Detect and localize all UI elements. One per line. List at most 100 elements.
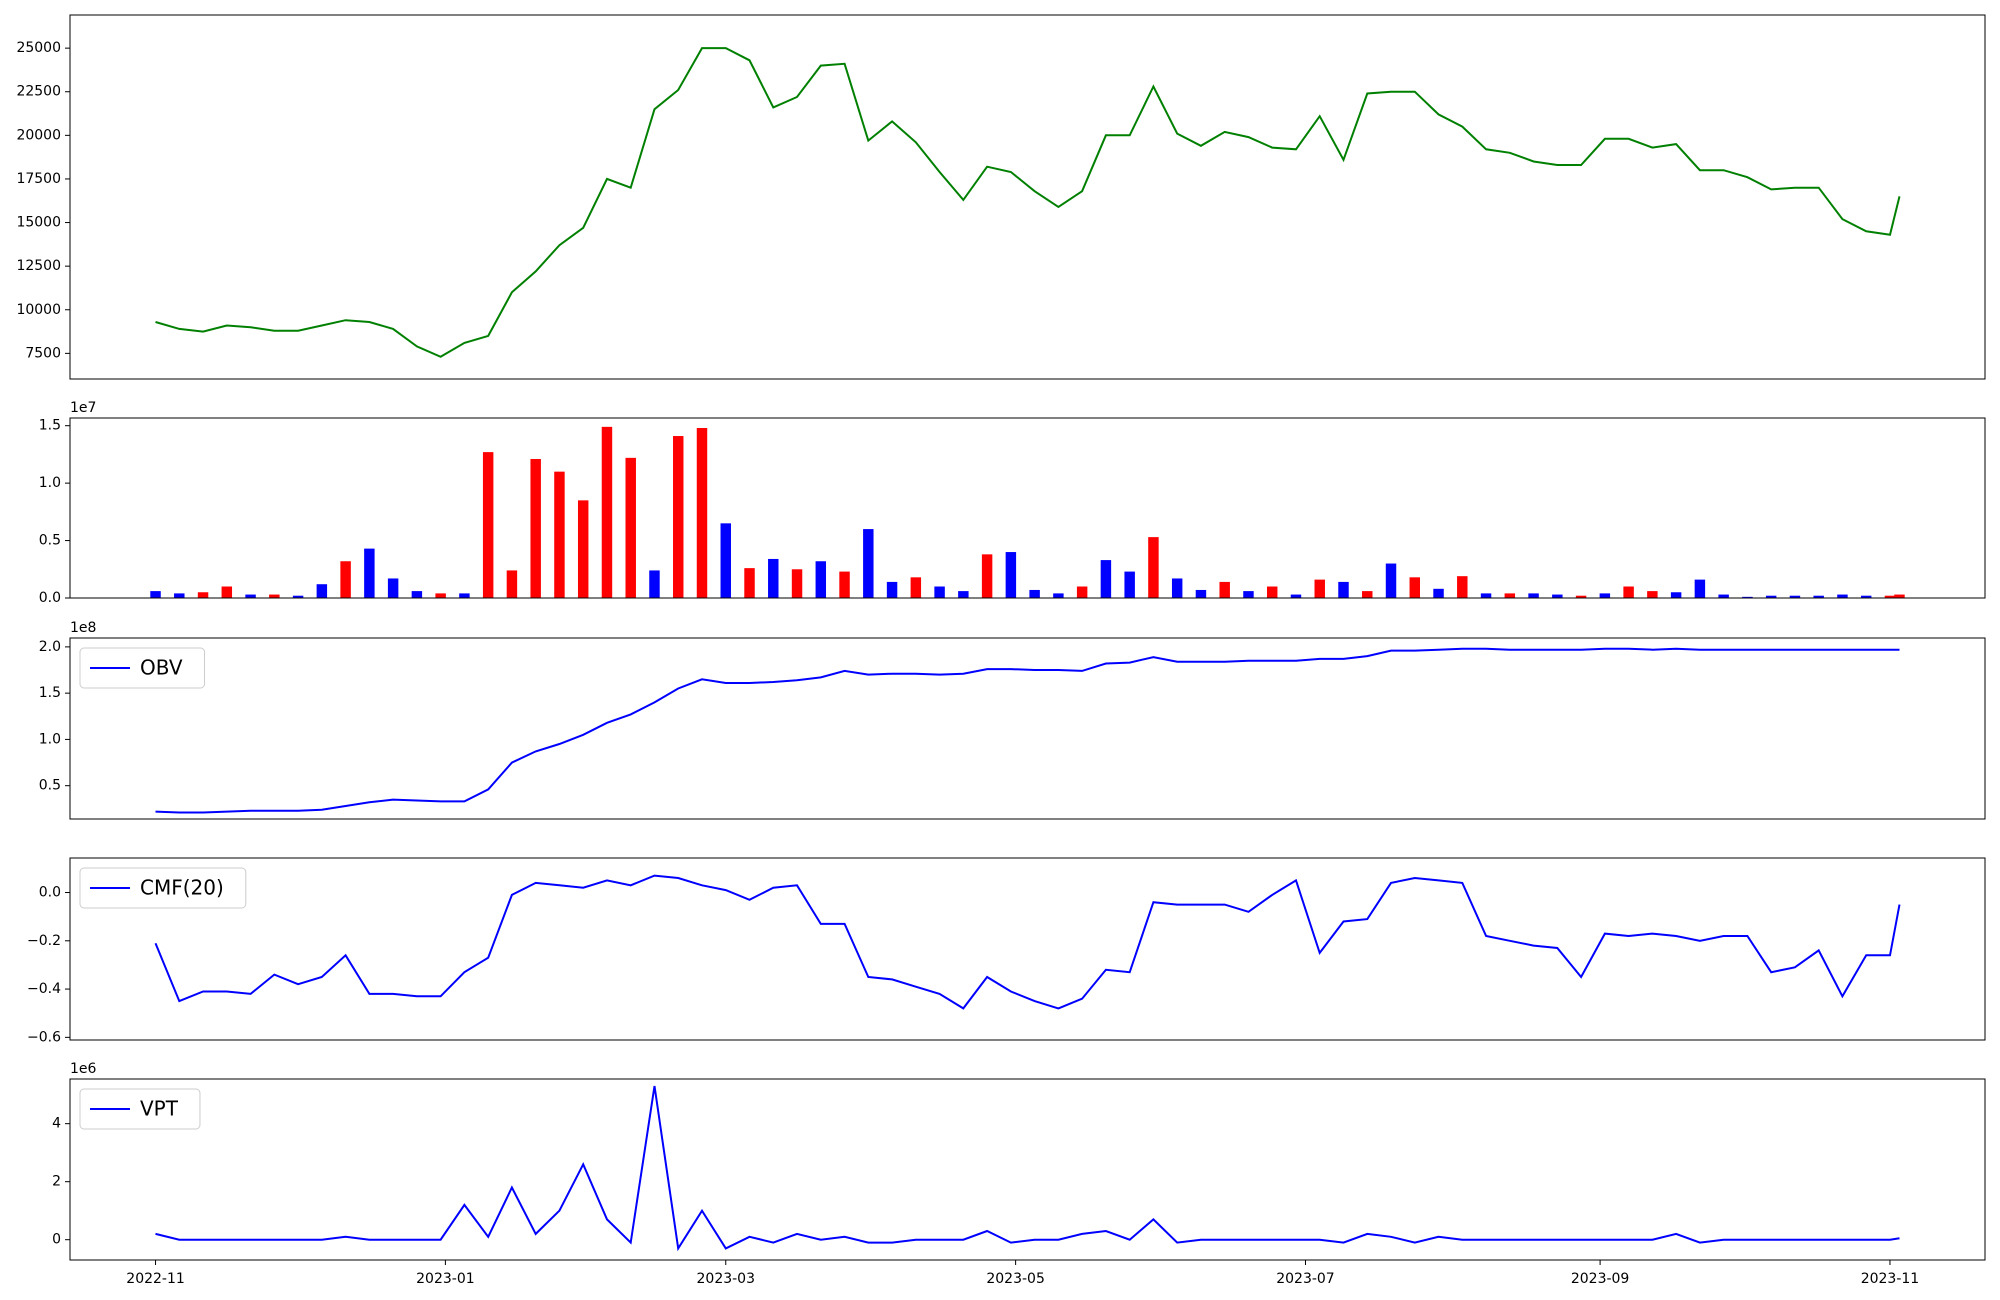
- bar: [1860, 595, 1872, 598]
- panel: 7500 10000 12500 15000 17500 20000 22500 25000: [16, 14, 1986, 380]
- bar: [435, 593, 446, 598]
- bar: [269, 594, 280, 598]
- y-tick-label: 12500: [16, 258, 61, 274]
- panel: 0.5 1.0 1.5 2.0 1e8 OBV: [39, 620, 1986, 820]
- y-tick-label: −0.2: [27, 933, 61, 949]
- legend-box: [79, 647, 206, 689]
- bar: [292, 595, 304, 598]
- legend: OBV: [79, 647, 206, 689]
- bar: [1718, 594, 1729, 598]
- y-tick-label: 17500: [16, 171, 61, 187]
- bar: [1670, 592, 1682, 598]
- line: [155, 647, 1900, 814]
- bar: [245, 594, 256, 598]
- bar: [1362, 591, 1373, 598]
- x-tick-label: 2022-11: [126, 1271, 185, 1287]
- panel: 0.0 0.5 1.0 1.5 1e7: [39, 400, 1986, 606]
- bar: [340, 561, 351, 598]
- y-tick-label: 1.5: [39, 685, 61, 701]
- y-tick-label: 22500: [16, 84, 61, 100]
- legend: CMF(20): [79, 867, 247, 909]
- bar: [649, 570, 660, 598]
- line: [155, 47, 1901, 358]
- offset-text: 1e6: [70, 1061, 97, 1077]
- bar: [1623, 586, 1634, 598]
- bar: [1575, 595, 1587, 598]
- y-tick-label: 4: [52, 1116, 61, 1132]
- bar: [1100, 560, 1112, 598]
- y-tick-label: 1.0: [39, 475, 61, 491]
- bar: [981, 554, 993, 598]
- bar: [1124, 571, 1135, 598]
- legend-label: OBV: [140, 656, 183, 680]
- bar: [1338, 581, 1349, 598]
- y-tick-label: 10000: [16, 302, 61, 318]
- plot-frame: [69, 14, 1986, 380]
- bar: [1005, 552, 1017, 598]
- bar: [387, 578, 399, 598]
- bar: [1528, 593, 1539, 598]
- bar: [910, 577, 922, 598]
- bar: [839, 571, 850, 598]
- y-tick-label: 2: [52, 1174, 61, 1190]
- bar: [1266, 586, 1278, 598]
- bar: [696, 427, 708, 598]
- x-tick-label: 2023-11: [1861, 1271, 1920, 1287]
- bar: [1789, 595, 1801, 598]
- bar: [720, 523, 731, 598]
- bar: [1647, 591, 1658, 598]
- bar: [174, 593, 185, 598]
- bar: [482, 452, 494, 598]
- bar: [934, 586, 945, 598]
- y-tick-label: 1.5: [39, 418, 61, 434]
- plot-frame: [69, 1078, 1986, 1261]
- bar: [459, 593, 470, 598]
- bar: [316, 584, 328, 598]
- bar: [1195, 589, 1207, 598]
- y-tick-label: 7500: [25, 345, 61, 361]
- bar: [791, 569, 803, 598]
- bar: [1599, 593, 1611, 598]
- legend-label: VPT: [140, 1097, 179, 1121]
- x-tick-label: 2023-09: [1571, 1271, 1630, 1287]
- legend-label: CMF(20): [140, 876, 224, 900]
- bar: [197, 592, 209, 598]
- bar: [1884, 595, 1896, 598]
- bar: [744, 568, 755, 598]
- bar: [1894, 594, 1905, 598]
- x-tick-label: 2023-03: [697, 1271, 756, 1287]
- line: [154, 874, 1901, 1010]
- bar: [1742, 596, 1753, 598]
- bar: [554, 471, 565, 598]
- bar: [221, 586, 233, 598]
- bar: [958, 591, 969, 598]
- bar: [768, 558, 779, 598]
- plot-frame: [69, 417, 1986, 599]
- bar: [1457, 576, 1468, 598]
- y-tick-label: 25000: [16, 40, 61, 56]
- bar: [1029, 589, 1040, 598]
- bar: [506, 570, 518, 598]
- y-tick-label: 15000: [16, 215, 61, 231]
- x-tick-label: 2023-01: [416, 1271, 475, 1287]
- bar: [886, 581, 898, 598]
- bar: [1243, 591, 1254, 598]
- bar: [863, 529, 874, 598]
- bar: [1552, 594, 1563, 598]
- bar: [1171, 578, 1183, 598]
- bar: [1076, 586, 1088, 598]
- y-tick-label: 0.5: [39, 778, 61, 794]
- y-tick-label: 2.0: [39, 639, 61, 655]
- bar: [1314, 579, 1325, 598]
- bar: [625, 457, 636, 598]
- bar: [1837, 594, 1848, 598]
- bar: [150, 591, 161, 598]
- offset-text: 1e8: [70, 620, 96, 636]
- bar: [601, 426, 613, 598]
- offset-text: 1e7: [70, 400, 96, 416]
- bar: [1290, 594, 1302, 598]
- bar: [530, 459, 541, 598]
- bar: [815, 561, 827, 598]
- bar: [1433, 588, 1444, 598]
